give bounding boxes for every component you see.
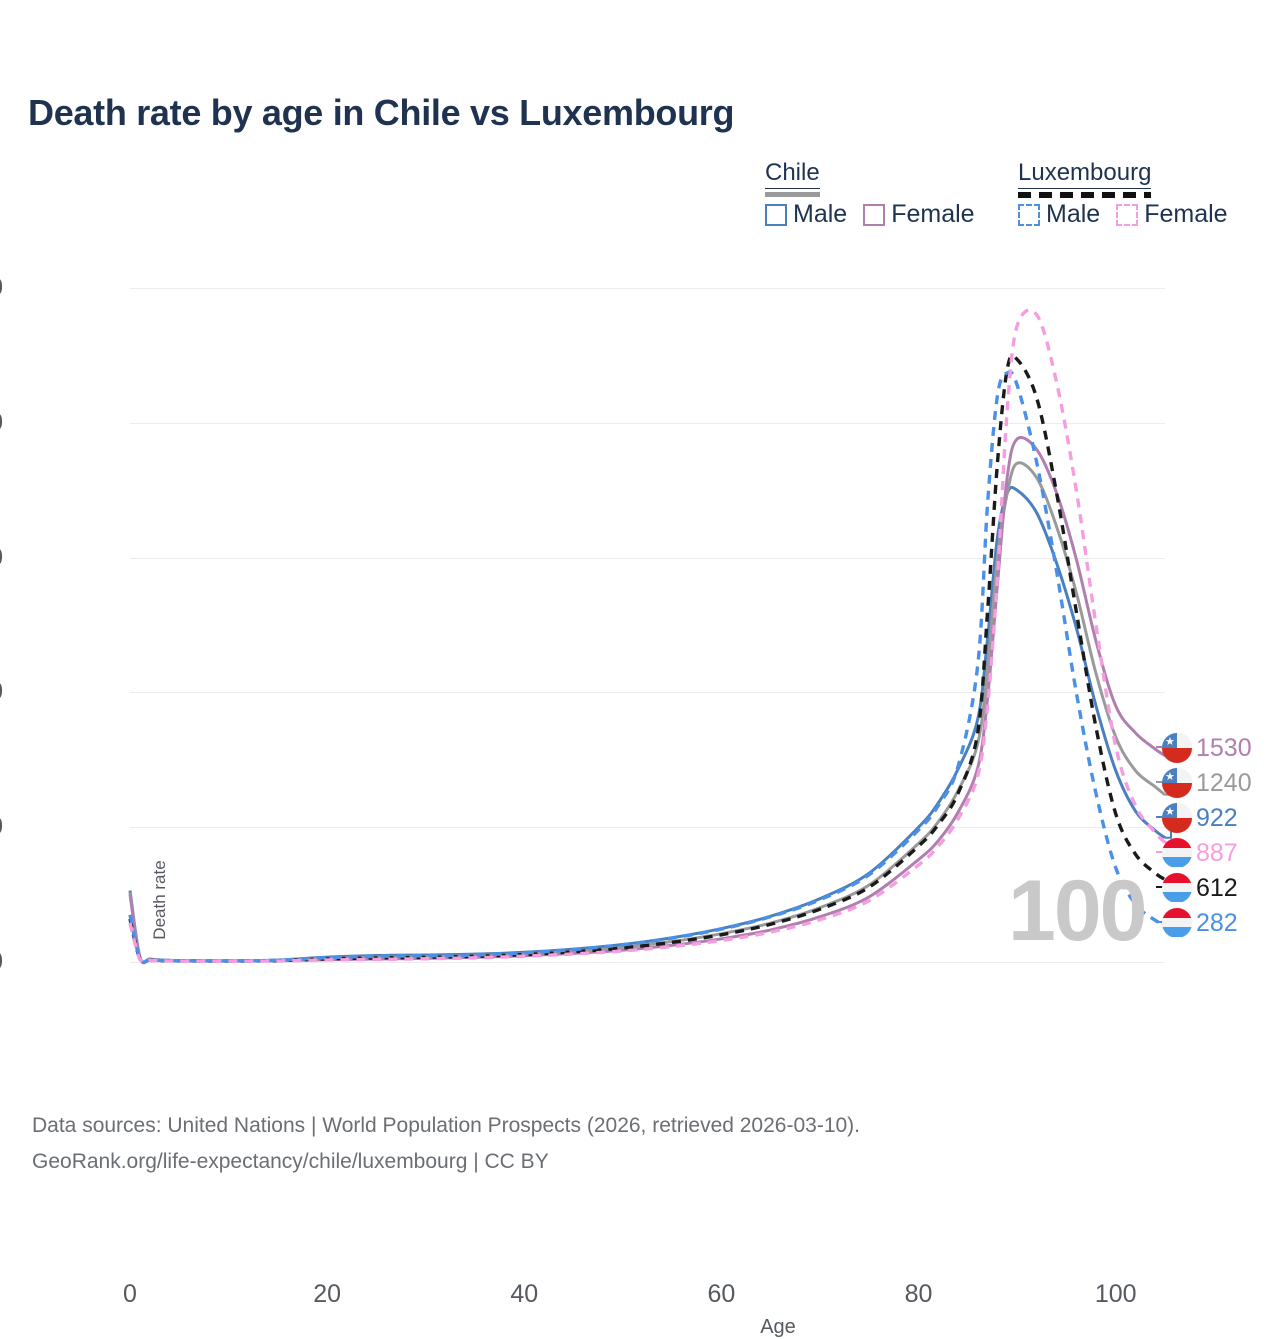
legend-item-luxembourg-female[interactable]: Female (1116, 200, 1228, 229)
x-axis-tick-label: 0 (123, 1280, 137, 1308)
legend-label-luxembourg-female: Female (1144, 200, 1228, 228)
end-label-row: 1530 (1162, 730, 1280, 765)
luxembourg-flag-icon (1162, 872, 1192, 903)
watermark-age-100: 100 (1008, 863, 1147, 959)
y-axis-label: Death rate (150, 860, 169, 940)
gridline (130, 557, 1165, 559)
y-axis-tick-label: 5000 (0, 274, 3, 303)
page-title: Death rate by age in Chile vs Luxembourg (28, 92, 735, 133)
end-label-row: 1240 (1162, 765, 1280, 800)
legend-rule-luxembourg (1018, 192, 1152, 198)
gridline (130, 422, 1165, 424)
legend-swatch-icon-chile-female (863, 203, 886, 226)
legend-swatch-icon-chile-male (765, 203, 787, 226)
gridline (130, 827, 1165, 829)
legend-label-chile-male: Male (793, 200, 848, 228)
end-label-value: 1530 (1196, 733, 1252, 762)
series-lines (128, 308, 1172, 965)
chile-flag-icon (1162, 732, 1192, 763)
gridline (130, 962, 1165, 963)
legend-group-chile: Chile Male Female (765, 160, 975, 228)
legend-item-luxembourg-male[interactable]: Male (1018, 200, 1100, 229)
footer-attribution: GeoRank.org/life-expectancy/chile/luxemb… (32, 1150, 549, 1173)
end-label-row: 922 (1162, 800, 1280, 835)
chart-legend: Chile Male Female Luxembourg Male (760, 160, 1260, 240)
end-label-value: 887 (1196, 838, 1238, 867)
x-axis-tick-label: 80 (904, 1280, 933, 1308)
end-label-row: 887 (1162, 835, 1280, 870)
series-line-luxembourg-female (128, 308, 1167, 964)
legend-item-chile-female[interactable]: Female (863, 200, 975, 229)
end-value-labels: 1530 1240 922 887 612 282 (1162, 730, 1280, 940)
legend-country-luxembourg: Luxembourg (1018, 160, 1152, 189)
legend-rule-chile (765, 192, 820, 197)
legend-label-chile-female: Female (891, 200, 975, 228)
luxembourg-flag-icon (1162, 907, 1192, 938)
end-label-row: 612 (1162, 870, 1280, 905)
legend-item-chile-male[interactable]: Male (765, 200, 847, 229)
x-axis-tick-label: 40 (510, 1280, 539, 1308)
y-axis-tick-label: 4000 (0, 408, 3, 437)
series-line-luxembourg-combined (128, 354, 1166, 964)
legend-country-chile: Chile (765, 160, 820, 189)
x-axis-label: Age (760, 1316, 796, 1338)
end-label-value: 612 (1196, 873, 1238, 902)
y-axis-tick-label: 2000 (0, 678, 3, 707)
gridline (130, 692, 1165, 694)
legend-label-luxembourg-male: Male (1046, 200, 1101, 228)
y-axis-tick-label: 0 (0, 948, 3, 977)
chile-flag-icon (1162, 802, 1192, 833)
x-axis-tick-label: 100 (1094, 1280, 1137, 1308)
footer: Data sources: United Nations | World Pop… (32, 1108, 860, 1180)
plot-area: 0 1000 2000 3000 4000 5000 0 20 40 60 80 100 Age D… (0, 274, 1172, 1338)
chart-container: Death rate by age in Chile vs Luxembourg… (0, 0, 1280, 1280)
x-axis-tick-label: 20 (313, 1280, 342, 1308)
legend-swatch-icon-luxembourg-male (1018, 203, 1040, 226)
legend-swatch-icon-luxembourg-female (1116, 203, 1139, 226)
y-axis-tick-label: 1000 (0, 813, 3, 842)
y-axis-tick-label: 3000 (0, 543, 3, 572)
luxembourg-flag-icon (1162, 837, 1192, 868)
end-label-value: 922 (1196, 803, 1238, 832)
end-label-value: 1240 (1196, 768, 1252, 797)
legend-group-luxembourg: Luxembourg Male Female (1018, 160, 1228, 228)
footer-data-sources: Data sources: United Nations | World Pop… (32, 1114, 861, 1137)
gridline (130, 288, 1165, 289)
chile-flag-icon (1162, 767, 1192, 798)
end-label-row: 282 (1162, 905, 1280, 940)
x-axis-tick-label: 60 (707, 1280, 736, 1308)
series-line-luxembourg-male (128, 370, 1166, 964)
end-label-value: 282 (1196, 908, 1238, 937)
